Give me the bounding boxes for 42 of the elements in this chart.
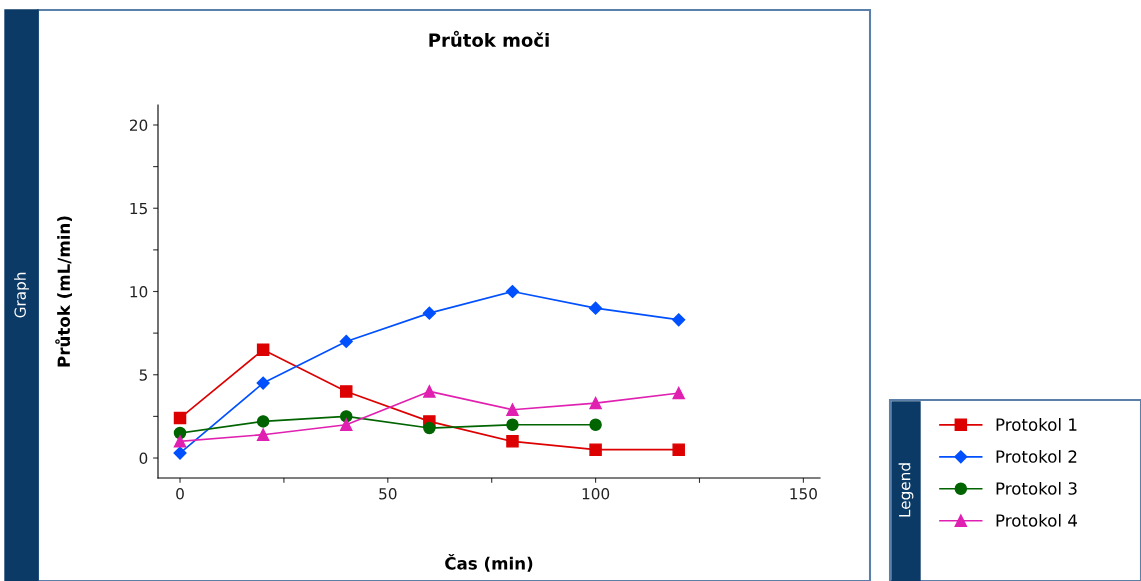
point (672, 443, 685, 456)
point (256, 343, 270, 357)
point (256, 428, 270, 441)
point (506, 418, 519, 431)
point (256, 415, 270, 428)
text: Graph (14, 272, 29, 318)
point (589, 301, 603, 315)
legend-label: Protokol 4 (996, 513, 1078, 527)
y-tick-label: 15 (130, 202, 147, 215)
point (173, 411, 187, 425)
point (256, 376, 270, 390)
chart-title: Průtok moči (429, 30, 549, 47)
point (423, 421, 436, 435)
y-tick-label: 0 (139, 452, 148, 465)
y-tick-label: 5 (139, 369, 147, 381)
point (340, 385, 353, 398)
point (339, 334, 353, 349)
point (505, 284, 520, 299)
legend-label: Protokol 2 (996, 449, 1077, 463)
point (506, 435, 519, 448)
point (340, 410, 353, 423)
legend-label: Protokol 1 (996, 418, 1077, 431)
x-tick-label: 150 (790, 487, 817, 500)
point (422, 306, 436, 320)
y-tick-label: 10 (130, 285, 148, 298)
point (340, 418, 353, 431)
point (672, 313, 686, 327)
point (173, 435, 187, 448)
point (506, 403, 519, 416)
point (672, 386, 685, 400)
point (423, 385, 436, 398)
x-tick-label: 100 (582, 487, 610, 500)
legend-label: Protokol 3 (996, 481, 1077, 495)
point (589, 418, 602, 431)
legend-title: Legend (898, 463, 914, 517)
point (589, 443, 602, 456)
x-axis-title: Čas (min) (445, 554, 533, 572)
x-tick-label: 50 (379, 487, 397, 500)
x-tick-label: 0 (176, 487, 184, 500)
y-axis-title: Průtok (mL/min) (55, 216, 73, 367)
y-tick-label: 20 (129, 119, 148, 131)
point (589, 396, 602, 410)
